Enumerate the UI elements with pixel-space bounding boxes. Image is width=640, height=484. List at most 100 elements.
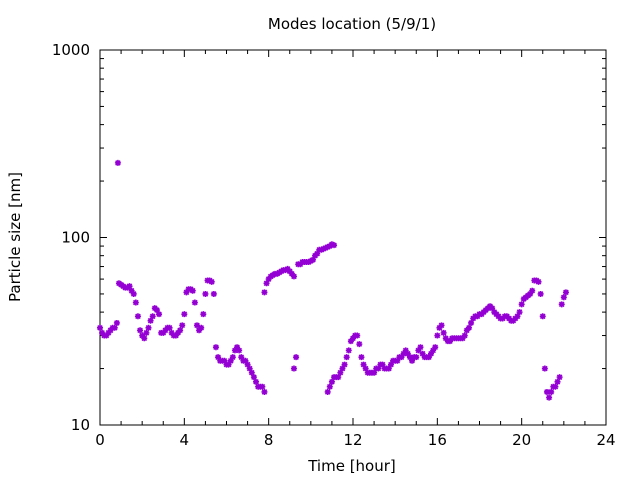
data-point xyxy=(288,270,295,277)
x-tick-label: 0 xyxy=(95,431,105,449)
data-point xyxy=(337,369,344,376)
data-point xyxy=(379,361,386,368)
data-point xyxy=(253,378,260,385)
data-point xyxy=(350,335,356,342)
y-tick-label: 10 xyxy=(71,416,90,434)
data-point xyxy=(290,365,297,372)
data-point xyxy=(394,357,401,364)
data-point xyxy=(385,365,392,372)
chart-title: Modes location (5/9/1) xyxy=(268,15,436,33)
data-point xyxy=(406,354,413,361)
data-point xyxy=(215,354,222,361)
data-point xyxy=(196,327,203,334)
data-point xyxy=(465,324,472,331)
data-point xyxy=(560,294,567,301)
x-tick-label: 24 xyxy=(596,431,615,449)
data-point xyxy=(200,311,207,318)
data-point xyxy=(145,324,152,331)
data-point xyxy=(147,317,154,324)
data-point xyxy=(234,344,241,351)
data-point xyxy=(436,324,443,331)
data-point xyxy=(210,290,217,297)
data-point xyxy=(261,289,268,296)
data-point xyxy=(193,322,200,329)
data-point xyxy=(375,365,382,372)
data-point xyxy=(168,329,175,336)
data-point xyxy=(358,354,365,361)
data-point xyxy=(402,347,409,354)
plot-frame xyxy=(99,49,607,426)
data-point xyxy=(128,287,135,294)
data-point xyxy=(263,280,270,287)
data-point xyxy=(238,354,245,361)
data-point xyxy=(328,241,335,248)
x-axis: 0 4 8 12 16 20 24 xyxy=(95,50,616,449)
data-point xyxy=(153,307,160,314)
plot-border xyxy=(99,49,607,426)
data-point xyxy=(324,388,331,395)
data-point xyxy=(139,332,146,339)
data-point xyxy=(461,332,468,339)
data-point xyxy=(286,268,293,275)
data-point xyxy=(114,159,121,166)
data-point xyxy=(99,329,106,336)
data-point xyxy=(527,290,534,297)
data-point xyxy=(162,327,169,334)
data-point xyxy=(459,335,466,342)
data-point xyxy=(438,322,445,329)
data-point xyxy=(177,327,184,334)
data-point xyxy=(172,332,179,339)
data-point xyxy=(183,289,190,296)
data-point xyxy=(141,335,148,342)
data-point xyxy=(309,256,316,263)
data-point xyxy=(208,278,215,285)
data-point xyxy=(105,329,112,336)
data-point xyxy=(175,329,182,336)
data-point xyxy=(558,301,565,308)
data-point xyxy=(463,327,470,334)
data-point xyxy=(231,347,238,354)
data-point xyxy=(191,299,198,306)
data-point xyxy=(339,365,346,372)
data-point xyxy=(259,383,266,390)
x-axis-label: Time [hour] xyxy=(307,457,396,475)
data-point xyxy=(529,287,536,294)
data-point xyxy=(514,313,521,320)
data-point xyxy=(442,335,449,342)
data-point xyxy=(248,369,255,376)
data-point xyxy=(250,374,257,381)
data-point xyxy=(265,276,272,283)
data-point xyxy=(387,361,394,368)
data-point xyxy=(432,344,439,351)
data-point xyxy=(419,350,426,357)
data-point xyxy=(417,344,424,351)
x-tick-label: 8 xyxy=(264,431,274,449)
data-point xyxy=(244,361,251,368)
x-tick-label: 4 xyxy=(180,431,190,449)
data-point xyxy=(400,350,407,357)
data-point xyxy=(539,313,546,320)
data-point xyxy=(446,338,453,345)
data-point xyxy=(189,287,196,294)
data-point xyxy=(331,242,338,249)
data-point xyxy=(97,324,103,331)
data-point xyxy=(354,332,361,339)
data-point xyxy=(181,311,188,318)
data-point xyxy=(320,245,327,252)
data-point xyxy=(324,243,331,250)
data-point xyxy=(489,305,496,312)
data-point xyxy=(103,332,110,339)
data-point xyxy=(347,338,354,345)
data-point xyxy=(198,324,205,331)
x-tick-label: 20 xyxy=(512,431,531,449)
data-point xyxy=(107,327,114,334)
data-point xyxy=(242,357,249,364)
data-point xyxy=(404,350,411,357)
data-point xyxy=(341,361,348,368)
data-point xyxy=(328,378,335,385)
y-axis: 10 100 1000 xyxy=(52,41,606,434)
data-point xyxy=(413,354,420,361)
data-point xyxy=(156,311,163,318)
